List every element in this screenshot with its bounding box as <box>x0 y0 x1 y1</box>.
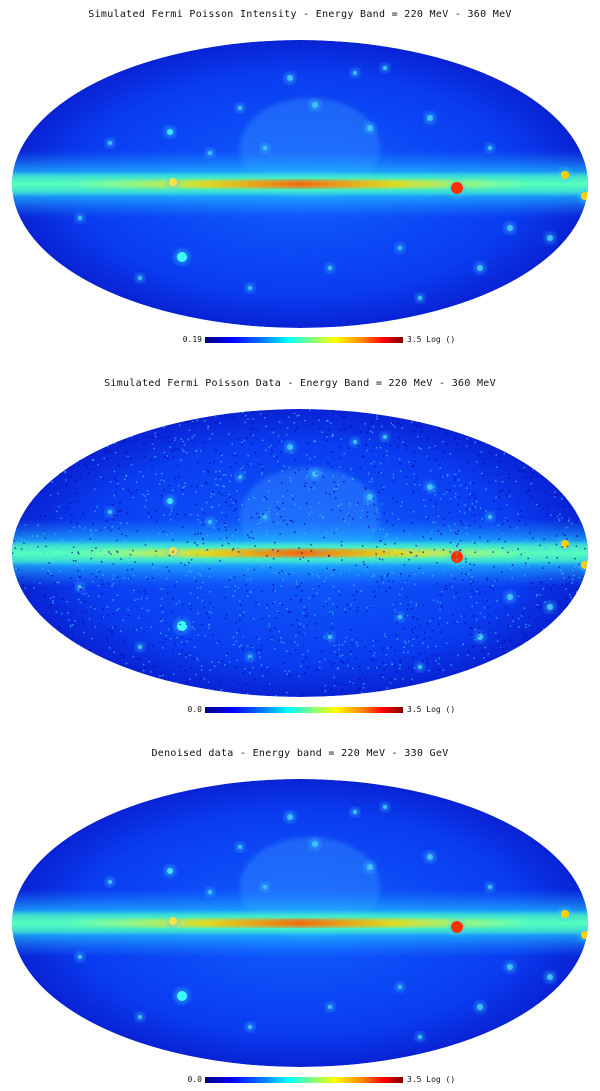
panel-2-skymap <box>12 409 588 697</box>
panel-2-colorbar-gradient <box>205 707 403 713</box>
panel-3-colorbar-min: 0.0 <box>187 1075 202 1084</box>
panel-3-skymap <box>12 779 588 1067</box>
panel-1-colorbar-gradient <box>205 337 403 343</box>
panel-1-skymap <box>12 40 588 328</box>
panel-2-title: Simulated Fermi Poisson Data - Energy Ba… <box>104 378 496 389</box>
panel-1-colorbar-max: 3.5 Log () <box>407 335 456 344</box>
panel-3-colorbar-max: 3.5 Log () <box>407 1075 456 1084</box>
panel-3-colorbar: 0.0 3.5 Log () <box>0 1075 600 1085</box>
panel-1-title: Simulated Fermi Poisson Intensity - Ener… <box>88 9 512 20</box>
panel-2-colorbar-min: 0.0 <box>187 705 202 714</box>
panel-1-colorbar-min: 0.19 <box>182 335 202 344</box>
panel-2-colorbar: 0.0 3.5 Log () <box>0 705 600 715</box>
panel-2-colorbar-max: 3.5 Log () <box>407 705 456 714</box>
panel-3-title: Denoised data - Energy band = 220 MeV - … <box>151 748 449 759</box>
panel-1-colorbar: 0.19 3.5 Log () <box>0 335 600 345</box>
panel-3-colorbar-gradient <box>205 1077 403 1083</box>
